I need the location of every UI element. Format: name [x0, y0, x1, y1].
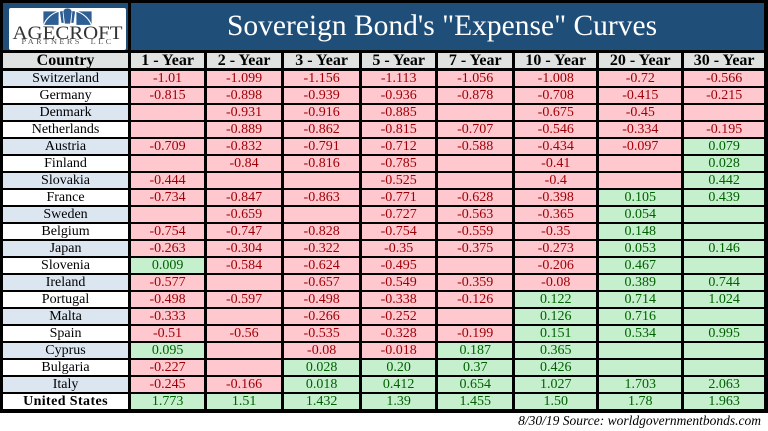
svg-text:PARTNERS LLC: PARTNERS LLC: [22, 38, 114, 46]
svg-text:AGECROFT: AGECROFT: [13, 24, 123, 44]
